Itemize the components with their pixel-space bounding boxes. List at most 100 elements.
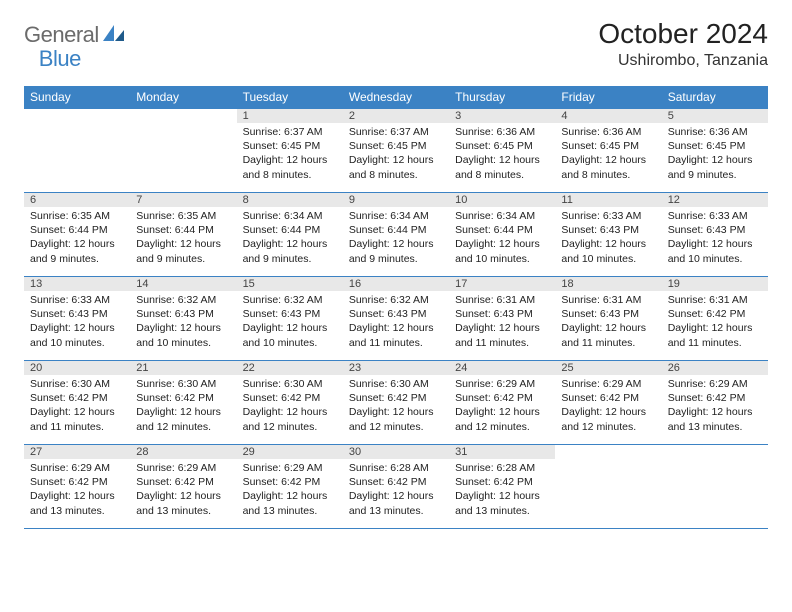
day-number: 28 xyxy=(130,445,236,459)
day-number: 10 xyxy=(449,193,555,207)
day-details: Sunrise: 6:36 AMSunset: 6:45 PMDaylight:… xyxy=(555,123,661,186)
calendar-row: 13Sunrise: 6:33 AMSunset: 6:43 PMDayligh… xyxy=(24,277,768,361)
calendar-cell: 5Sunrise: 6:36 AMSunset: 6:45 PMDaylight… xyxy=(662,109,768,193)
day-number: 5 xyxy=(662,109,768,123)
calendar-row: 1Sunrise: 6:37 AMSunset: 6:45 PMDaylight… xyxy=(24,109,768,193)
day-details: Sunrise: 6:37 AMSunset: 6:45 PMDaylight:… xyxy=(237,123,343,186)
calendar-cell: 11Sunrise: 6:33 AMSunset: 6:43 PMDayligh… xyxy=(555,193,661,277)
day-details: Sunrise: 6:33 AMSunset: 6:43 PMDaylight:… xyxy=(555,207,661,270)
calendar-cell: 15Sunrise: 6:32 AMSunset: 6:43 PMDayligh… xyxy=(237,277,343,361)
day-number: 18 xyxy=(555,277,661,291)
day-number: 14 xyxy=(130,277,236,291)
calendar-cell: 18Sunrise: 6:31 AMSunset: 6:43 PMDayligh… xyxy=(555,277,661,361)
day-number: 12 xyxy=(662,193,768,207)
day-details: Sunrise: 6:30 AMSunset: 6:42 PMDaylight:… xyxy=(24,375,130,438)
day-number: 1 xyxy=(237,109,343,123)
day-details: Sunrise: 6:32 AMSunset: 6:43 PMDaylight:… xyxy=(237,291,343,354)
day-details: Sunrise: 6:34 AMSunset: 6:44 PMDaylight:… xyxy=(449,207,555,270)
day-number: 2 xyxy=(343,109,449,123)
calendar-cell: 2Sunrise: 6:37 AMSunset: 6:45 PMDaylight… xyxy=(343,109,449,193)
calendar-row: 27Sunrise: 6:29 AMSunset: 6:42 PMDayligh… xyxy=(24,445,768,529)
day-details: Sunrise: 6:29 AMSunset: 6:42 PMDaylight:… xyxy=(662,375,768,438)
brand-sail-icon xyxy=(103,23,125,48)
calendar-body: 1Sunrise: 6:37 AMSunset: 6:45 PMDaylight… xyxy=(24,109,768,529)
day-details: Sunrise: 6:34 AMSunset: 6:44 PMDaylight:… xyxy=(237,207,343,270)
day-number: 26 xyxy=(662,361,768,375)
day-details: Sunrise: 6:36 AMSunset: 6:45 PMDaylight:… xyxy=(449,123,555,186)
calendar-cell xyxy=(555,445,661,529)
calendar-cell: 27Sunrise: 6:29 AMSunset: 6:42 PMDayligh… xyxy=(24,445,130,529)
day-number: 16 xyxy=(343,277,449,291)
calendar-cell: 13Sunrise: 6:33 AMSunset: 6:43 PMDayligh… xyxy=(24,277,130,361)
calendar-cell: 9Sunrise: 6:34 AMSunset: 6:44 PMDaylight… xyxy=(343,193,449,277)
weekday-header: Monday xyxy=(130,86,236,109)
calendar-cell xyxy=(130,109,236,193)
weekday-header: Friday xyxy=(555,86,661,109)
calendar-cell: 30Sunrise: 6:28 AMSunset: 6:42 PMDayligh… xyxy=(343,445,449,529)
day-number: 29 xyxy=(237,445,343,459)
calendar-cell: 24Sunrise: 6:29 AMSunset: 6:42 PMDayligh… xyxy=(449,361,555,445)
day-details: Sunrise: 6:29 AMSunset: 6:42 PMDaylight:… xyxy=(555,375,661,438)
calendar-cell xyxy=(24,109,130,193)
day-details: Sunrise: 6:31 AMSunset: 6:43 PMDaylight:… xyxy=(449,291,555,354)
day-details: Sunrise: 6:33 AMSunset: 6:43 PMDaylight:… xyxy=(662,207,768,270)
day-number: 22 xyxy=(237,361,343,375)
day-details: Sunrise: 6:29 AMSunset: 6:42 PMDaylight:… xyxy=(449,375,555,438)
day-number: 13 xyxy=(24,277,130,291)
weekday-header: Tuesday xyxy=(237,86,343,109)
day-details: Sunrise: 6:28 AMSunset: 6:42 PMDaylight:… xyxy=(343,459,449,522)
calendar-cell: 19Sunrise: 6:31 AMSunset: 6:42 PMDayligh… xyxy=(662,277,768,361)
calendar-cell: 7Sunrise: 6:35 AMSunset: 6:44 PMDaylight… xyxy=(130,193,236,277)
day-details: Sunrise: 6:32 AMSunset: 6:43 PMDaylight:… xyxy=(343,291,449,354)
day-number: 6 xyxy=(24,193,130,207)
calendar-cell: 23Sunrise: 6:30 AMSunset: 6:42 PMDayligh… xyxy=(343,361,449,445)
day-number: 27 xyxy=(24,445,130,459)
day-details: Sunrise: 6:30 AMSunset: 6:42 PMDaylight:… xyxy=(343,375,449,438)
brand-text-general: General xyxy=(24,22,99,48)
calendar-cell: 25Sunrise: 6:29 AMSunset: 6:42 PMDayligh… xyxy=(555,361,661,445)
calendar-cell: 17Sunrise: 6:31 AMSunset: 6:43 PMDayligh… xyxy=(449,277,555,361)
calendar-row: 20Sunrise: 6:30 AMSunset: 6:42 PMDayligh… xyxy=(24,361,768,445)
day-number: 11 xyxy=(555,193,661,207)
calendar-cell: 6Sunrise: 6:35 AMSunset: 6:44 PMDaylight… xyxy=(24,193,130,277)
calendar-cell: 20Sunrise: 6:30 AMSunset: 6:42 PMDayligh… xyxy=(24,361,130,445)
day-details: Sunrise: 6:37 AMSunset: 6:45 PMDaylight:… xyxy=(343,123,449,186)
day-details: Sunrise: 6:28 AMSunset: 6:42 PMDaylight:… xyxy=(449,459,555,522)
day-details: Sunrise: 6:32 AMSunset: 6:43 PMDaylight:… xyxy=(130,291,236,354)
day-details: Sunrise: 6:30 AMSunset: 6:42 PMDaylight:… xyxy=(237,375,343,438)
day-number: 23 xyxy=(343,361,449,375)
calendar-cell: 14Sunrise: 6:32 AMSunset: 6:43 PMDayligh… xyxy=(130,277,236,361)
location-label: Ushirombo, Tanzania xyxy=(598,52,768,70)
day-number: 15 xyxy=(237,277,343,291)
day-number: 25 xyxy=(555,361,661,375)
day-number: 9 xyxy=(343,193,449,207)
day-details: Sunrise: 6:34 AMSunset: 6:44 PMDaylight:… xyxy=(343,207,449,270)
calendar-cell: 21Sunrise: 6:30 AMSunset: 6:42 PMDayligh… xyxy=(130,361,236,445)
calendar-cell: 16Sunrise: 6:32 AMSunset: 6:43 PMDayligh… xyxy=(343,277,449,361)
calendar-cell: 26Sunrise: 6:29 AMSunset: 6:42 PMDayligh… xyxy=(662,361,768,445)
day-details: Sunrise: 6:31 AMSunset: 6:43 PMDaylight:… xyxy=(555,291,661,354)
day-number: 31 xyxy=(449,445,555,459)
day-number: 4 xyxy=(555,109,661,123)
calendar-cell: 22Sunrise: 6:30 AMSunset: 6:42 PMDayligh… xyxy=(237,361,343,445)
calendar-cell: 4Sunrise: 6:36 AMSunset: 6:45 PMDaylight… xyxy=(555,109,661,193)
day-details: Sunrise: 6:35 AMSunset: 6:44 PMDaylight:… xyxy=(24,207,130,270)
calendar-page: General October 2024 Ushirombo, Tanzania… xyxy=(0,0,792,547)
calendar-table: Sunday Monday Tuesday Wednesday Thursday… xyxy=(24,86,768,529)
brand-logo: General xyxy=(24,22,127,48)
title-block: October 2024 Ushirombo, Tanzania xyxy=(598,18,768,70)
day-details: Sunrise: 6:29 AMSunset: 6:42 PMDaylight:… xyxy=(130,459,236,522)
day-number: 21 xyxy=(130,361,236,375)
day-number: 7 xyxy=(130,193,236,207)
weekday-header: Saturday xyxy=(662,86,768,109)
calendar-row: 6Sunrise: 6:35 AMSunset: 6:44 PMDaylight… xyxy=(24,193,768,277)
day-number: 19 xyxy=(662,277,768,291)
day-number: 3 xyxy=(449,109,555,123)
weekday-header: Wednesday xyxy=(343,86,449,109)
calendar-cell: 28Sunrise: 6:29 AMSunset: 6:42 PMDayligh… xyxy=(130,445,236,529)
day-number: 20 xyxy=(24,361,130,375)
day-number: 24 xyxy=(449,361,555,375)
day-details: Sunrise: 6:35 AMSunset: 6:44 PMDaylight:… xyxy=(130,207,236,270)
day-details: Sunrise: 6:30 AMSunset: 6:42 PMDaylight:… xyxy=(130,375,236,438)
brand-text-blue: Blue xyxy=(39,46,81,72)
